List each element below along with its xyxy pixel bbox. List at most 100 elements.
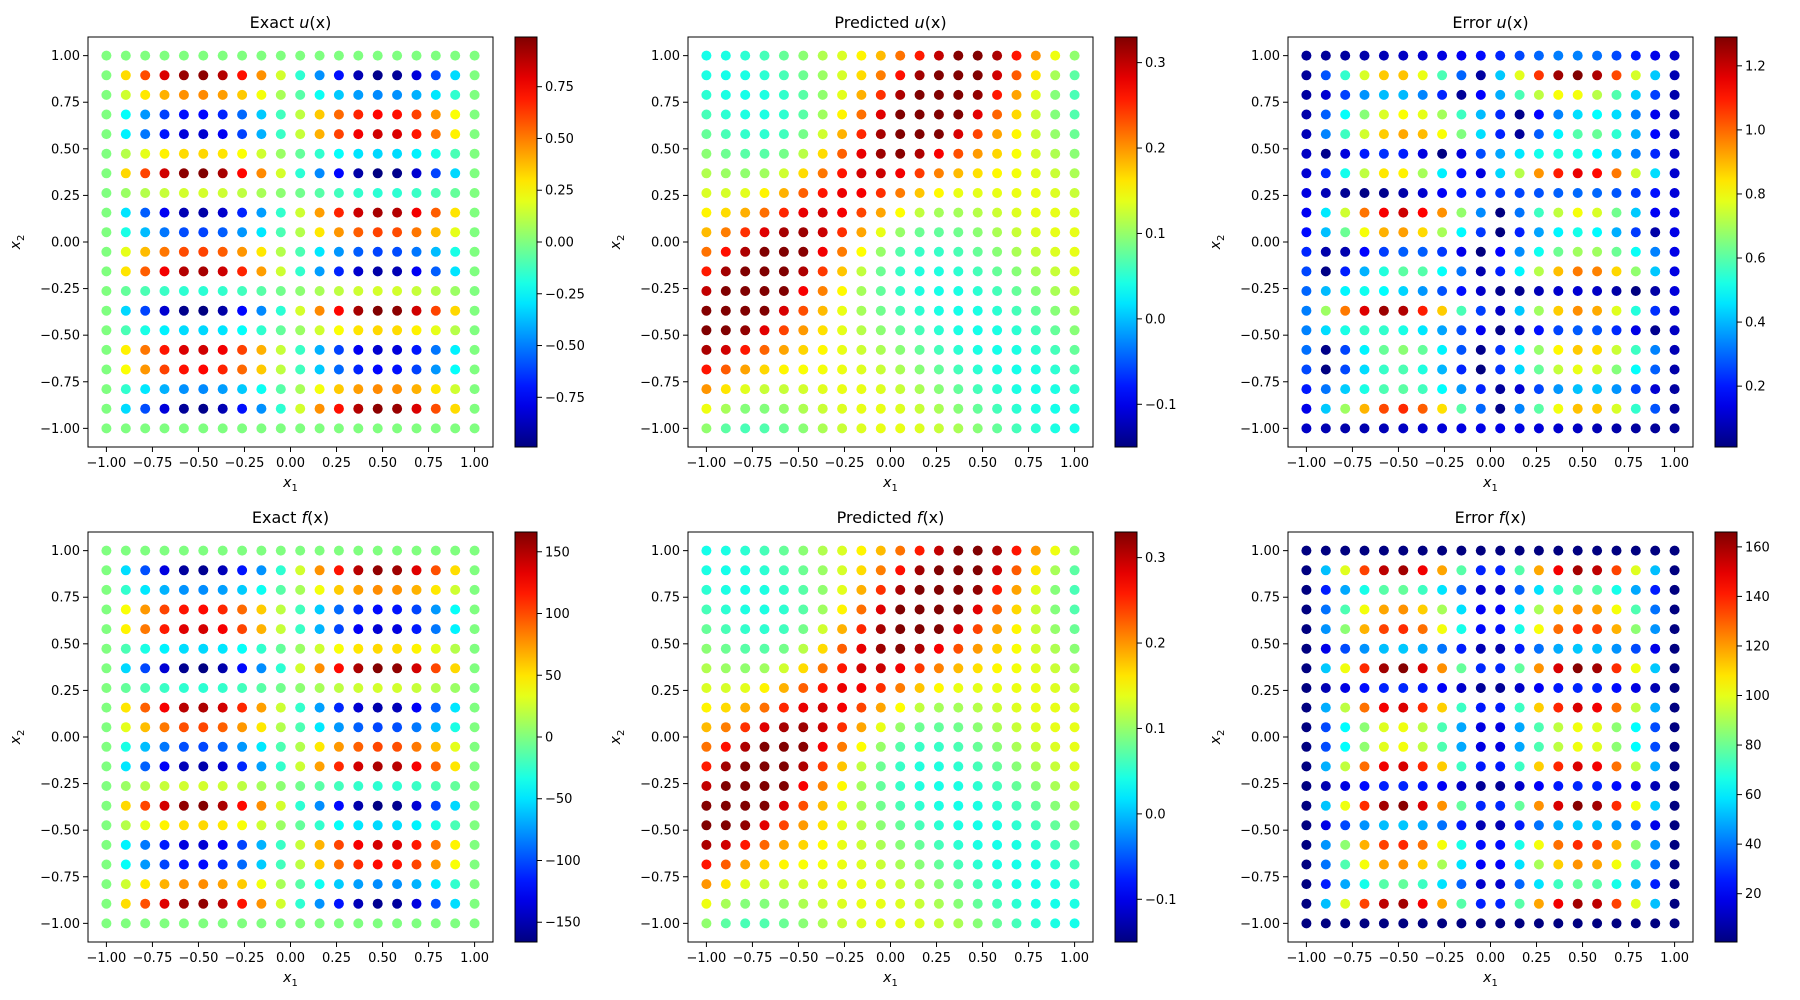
data-point bbox=[256, 423, 267, 434]
data-point bbox=[798, 286, 809, 296]
data-point bbox=[1669, 227, 1680, 238]
data-point bbox=[1514, 741, 1525, 752]
data-point bbox=[1301, 781, 1312, 791]
data-point bbox=[895, 584, 906, 595]
data-point bbox=[1669, 859, 1680, 870]
data-point bbox=[101, 246, 112, 257]
data-point bbox=[1320, 266, 1331, 277]
data-point bbox=[798, 584, 809, 595]
data-point bbox=[1301, 741, 1312, 752]
data-point bbox=[778, 604, 789, 615]
data-point bbox=[837, 207, 848, 218]
data-point bbox=[120, 879, 131, 890]
data-point bbox=[1359, 227, 1370, 238]
data-point bbox=[914, 148, 925, 159]
data-point bbox=[295, 50, 306, 61]
data-point bbox=[120, 364, 131, 375]
data-point bbox=[1378, 879, 1389, 890]
colorbar-tick-label: 0.2 bbox=[1145, 637, 1166, 652]
data-point bbox=[1437, 781, 1448, 791]
data-point bbox=[1030, 800, 1041, 811]
data-point bbox=[1630, 741, 1641, 752]
data-point bbox=[1514, 423, 1525, 434]
data-point bbox=[1011, 683, 1022, 693]
data-point bbox=[333, 741, 344, 752]
data-point bbox=[178, 800, 189, 811]
data-point bbox=[759, 683, 770, 693]
data-point bbox=[198, 781, 209, 791]
data-point bbox=[1050, 286, 1061, 296]
data-point bbox=[1417, 624, 1428, 635]
data-point bbox=[837, 305, 848, 316]
data-point bbox=[1378, 384, 1389, 395]
data-point bbox=[159, 403, 170, 414]
data-point bbox=[856, 781, 867, 791]
x-tick-label: 0.00 bbox=[276, 456, 305, 471]
data-point bbox=[1378, 89, 1389, 100]
x-tick-label: −0.50 bbox=[1379, 951, 1419, 966]
data-point bbox=[856, 227, 867, 238]
data-point bbox=[1475, 168, 1486, 179]
data-point bbox=[1611, 227, 1622, 238]
y-axis-label: x2 bbox=[608, 235, 627, 251]
data-point bbox=[256, 565, 267, 576]
data-point bbox=[1650, 781, 1661, 791]
data-point bbox=[1592, 286, 1603, 296]
data-point bbox=[1572, 839, 1583, 850]
y-tick-label: 0.75 bbox=[1251, 591, 1280, 606]
data-point bbox=[895, 839, 906, 850]
data-point bbox=[1572, 584, 1583, 595]
data-point bbox=[430, 879, 441, 890]
data-point bbox=[837, 722, 848, 733]
y-tick-label: 0.00 bbox=[51, 731, 80, 746]
data-point bbox=[1437, 89, 1448, 100]
data-point bbox=[140, 50, 151, 61]
data-point bbox=[720, 129, 731, 140]
scatter-points bbox=[701, 50, 1080, 434]
data-point bbox=[798, 859, 809, 870]
data-point bbox=[120, 683, 131, 693]
data-point bbox=[392, 70, 403, 81]
data-point bbox=[1378, 129, 1389, 140]
data-point bbox=[1050, 305, 1061, 316]
data-point bbox=[1650, 820, 1661, 831]
data-point bbox=[933, 879, 944, 890]
data-point bbox=[1650, 188, 1661, 198]
data-point bbox=[1417, 89, 1428, 100]
data-point bbox=[1437, 702, 1448, 713]
data-point bbox=[314, 364, 325, 375]
data-point bbox=[159, 70, 170, 81]
data-point bbox=[237, 305, 248, 316]
data-point bbox=[720, 800, 731, 811]
data-point bbox=[1398, 722, 1409, 733]
data-point bbox=[1069, 148, 1080, 159]
data-point bbox=[914, 305, 925, 316]
axes-frame bbox=[87, 36, 494, 448]
data-point bbox=[972, 918, 983, 929]
data-point bbox=[1437, 246, 1448, 257]
data-point bbox=[1398, 188, 1409, 198]
data-point bbox=[817, 423, 828, 434]
data-point bbox=[1011, 800, 1022, 811]
data-point bbox=[237, 604, 248, 615]
data-point bbox=[1050, 820, 1061, 831]
data-point bbox=[1340, 305, 1351, 316]
data-point bbox=[953, 207, 964, 218]
data-point bbox=[1378, 70, 1389, 81]
data-point bbox=[817, 50, 828, 61]
data-point bbox=[1669, 820, 1680, 831]
data-point bbox=[1398, 683, 1409, 693]
data-point bbox=[1592, 702, 1603, 713]
data-point bbox=[720, 227, 731, 238]
data-point bbox=[1030, 898, 1041, 909]
data-point bbox=[1359, 148, 1370, 159]
data-point bbox=[701, 781, 712, 791]
data-point bbox=[469, 859, 480, 870]
data-point bbox=[295, 89, 306, 100]
data-point bbox=[275, 325, 286, 336]
data-point bbox=[275, 305, 286, 316]
data-point bbox=[256, 702, 267, 713]
data-point bbox=[972, 604, 983, 615]
data-point bbox=[992, 898, 1003, 909]
data-point bbox=[1359, 859, 1370, 870]
